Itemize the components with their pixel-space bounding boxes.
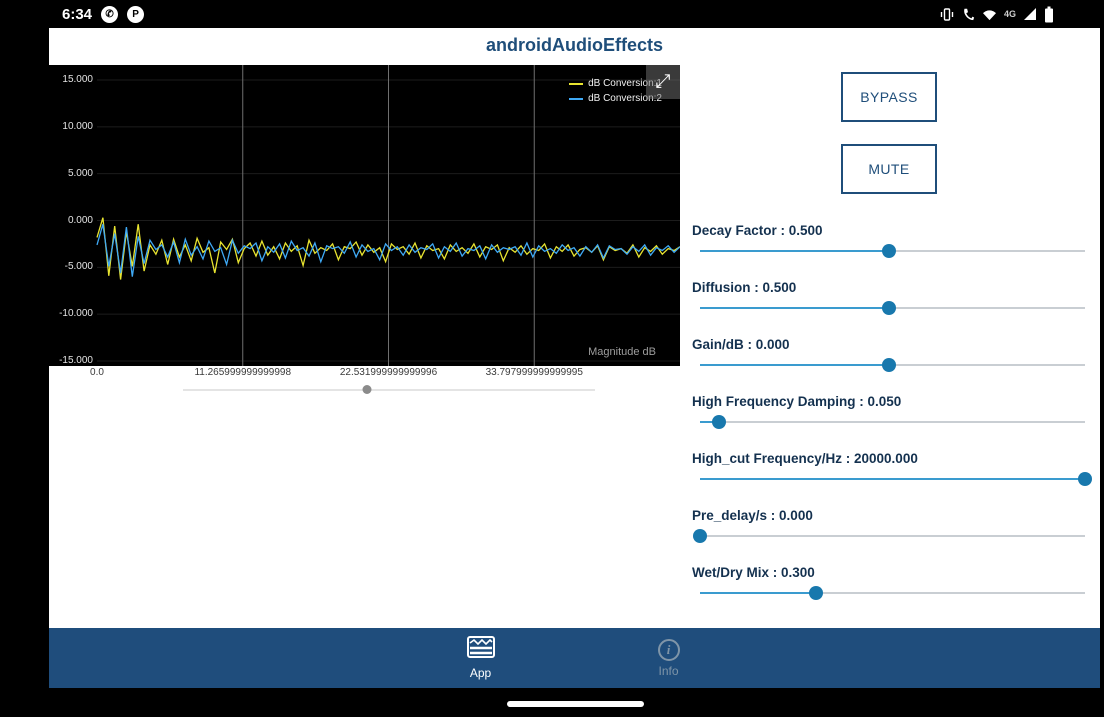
slider-active-track bbox=[700, 421, 720, 423]
x-axis-tick: 22.531999999999996 bbox=[339, 367, 438, 378]
x-axis-tick: 0.0 bbox=[90, 367, 104, 378]
slider-label: High Frequency Damping : 0.050 bbox=[692, 394, 902, 409]
slider-label: Decay Factor : 0.500 bbox=[692, 223, 823, 238]
slider-control[interactable] bbox=[692, 524, 1086, 548]
slider-active-track bbox=[700, 250, 889, 252]
clock: 6:34 bbox=[62, 5, 93, 23]
slider-wet-dry-mix: Wet/Dry Mix : 0.300 bbox=[692, 565, 1086, 605]
slider-control[interactable] bbox=[692, 296, 1086, 320]
y-axis-tick: 0.000 bbox=[67, 214, 93, 226]
slider-track[interactable] bbox=[700, 586, 1085, 600]
slider-thumb[interactable] bbox=[881, 244, 896, 258]
slider-high-frequency-damping: High Frequency Damping : 0.050 bbox=[692, 394, 1086, 434]
tab-app[interactable]: App bbox=[387, 636, 575, 680]
y-axis-tick: 15.000 bbox=[62, 74, 93, 85]
slider-control[interactable] bbox=[692, 581, 1086, 605]
mute-button[interactable]: MUTE bbox=[841, 144, 937, 194]
axis-unit-label: Magnitude dB bbox=[588, 346, 656, 358]
home-gesture-pill[interactable] bbox=[507, 701, 644, 707]
legend-item: dB Conversion:2 bbox=[569, 93, 662, 104]
series2-swatch bbox=[569, 97, 584, 100]
slider-thumb[interactable] bbox=[1078, 472, 1092, 486]
slider-control[interactable] bbox=[692, 353, 1086, 377]
y-axis-tick: -5.000 bbox=[64, 261, 93, 273]
slider-active-track bbox=[700, 307, 889, 309]
x-axis-tick: 11.265999999999998 bbox=[194, 367, 292, 378]
x-axis-labels: 0.0 11.265999999999998 22.531999999999996 3… bbox=[49, 366, 680, 381]
page-title: androidAudioEffects bbox=[485, 35, 663, 55]
slider-active-track bbox=[700, 364, 889, 366]
slider-thumb[interactable] bbox=[808, 586, 823, 600]
slider-thumb[interactable] bbox=[693, 529, 707, 543]
slider-active-track bbox=[700, 478, 1085, 480]
chart-container: 15.000 10.000 5.000 0.000 -5.000 -10.000 -15.0… bbox=[49, 65, 680, 381]
y-axis-tick: 5.000 bbox=[67, 167, 93, 179]
y-axis-tick: -10.000 bbox=[59, 308, 93, 320]
legend-item: dB Conversion:1 bbox=[569, 78, 662, 89]
slider-label: Gain/dB : 0.000 bbox=[692, 337, 790, 352]
slider-track[interactable] bbox=[700, 244, 1085, 258]
slider-thumb[interactable] bbox=[712, 415, 727, 429]
info-tab-label: Info bbox=[658, 663, 679, 678]
slider-label: Wet/Dry Mix : 0.300 bbox=[692, 565, 815, 580]
expand-chart-button[interactable]: ⤢ bbox=[646, 65, 680, 99]
whatsapp-notification-icon: ✆ bbox=[101, 5, 119, 23]
slider-control[interactable] bbox=[692, 410, 1086, 434]
slider-thumb[interactable] bbox=[881, 358, 896, 372]
slider-control[interactable] bbox=[692, 467, 1092, 491]
slider-label: Pre_delay/s : 0.000 bbox=[692, 508, 813, 523]
app-tab-icon bbox=[466, 636, 495, 663]
slider-thumb[interactable] bbox=[881, 301, 896, 315]
tab-info[interactable]: i Info bbox=[575, 638, 763, 678]
scrollbar-track[interactable] bbox=[183, 389, 595, 391]
legend-label: dB Conversion:2 bbox=[588, 93, 662, 104]
bottom-navigation-bar: App i Info bbox=[49, 628, 1100, 688]
vibrate-icon bbox=[940, 7, 954, 22]
slider-track[interactable] bbox=[700, 415, 1085, 429]
status-bar-left: 6:34 ✆ P bbox=[0, 5, 145, 23]
app-tab-label: App bbox=[469, 666, 492, 680]
chart-pan-scrollbar[interactable] bbox=[183, 384, 595, 396]
slider-track[interactable] bbox=[700, 301, 1085, 315]
legend-label: dB Conversion:1 bbox=[588, 78, 662, 89]
slider-label: Diffusion : 0.500 bbox=[692, 280, 797, 295]
chart-plot bbox=[96, 65, 680, 366]
bypass-button[interactable]: BYPASS bbox=[841, 72, 937, 122]
status-bar: 6:34 ✆ P 4G bbox=[0, 0, 1104, 28]
controls-panel: BYPASS MUTE Decay Factor : 0.500 Diffusi… bbox=[692, 68, 1092, 622]
info-icon: i bbox=[657, 638, 680, 661]
wifi-icon bbox=[982, 8, 997, 21]
slider-track[interactable] bbox=[693, 529, 1085, 543]
gesture-navigation-area bbox=[0, 688, 1104, 717]
expand-icon: ⤢ bbox=[655, 71, 671, 92]
sliders-group: Decay Factor : 0.500 Diffusion : 0.500 bbox=[692, 223, 1092, 605]
series1-swatch bbox=[569, 82, 584, 85]
battery-icon bbox=[1044, 6, 1054, 23]
slider-pre-delay: Pre_delay/s : 0.000 bbox=[692, 508, 1086, 548]
y-axis-tick: 10.000 bbox=[62, 120, 93, 132]
p-app-notification-icon: P bbox=[127, 5, 145, 23]
network-type-label: 4G bbox=[1003, 9, 1016, 19]
slider-high-cut-frequency: High_cut Frequency/Hz : 20000.000 bbox=[692, 451, 1092, 491]
app-window: androidAudioEffects 15.000 10.000 5.000 0.0… bbox=[49, 28, 1100, 688]
slider-track[interactable] bbox=[700, 358, 1085, 372]
wifi-calling-icon bbox=[961, 7, 975, 21]
slider-active-track bbox=[700, 592, 816, 594]
scrollbar-thumb[interactable] bbox=[362, 385, 372, 394]
slider-diffusion: Diffusion : 0.500 bbox=[692, 280, 1086, 320]
slider-control[interactable] bbox=[692, 239, 1086, 263]
status-bar-right: 4G bbox=[940, 6, 1104, 23]
x-axis-tick: 33.797999999999995 bbox=[485, 367, 583, 378]
slider-gain: Gain/dB : 0.000 bbox=[692, 337, 1086, 377]
slider-decay-factor: Decay Factor : 0.500 bbox=[692, 223, 1086, 263]
magnitude-chart[interactable]: 15.000 10.000 5.000 0.000 -5.000 -10.000 -15.0… bbox=[49, 65, 680, 366]
chart-legend: dB Conversion:1 dB Conversion:2 bbox=[569, 78, 662, 104]
signal-strength-icon bbox=[1023, 7, 1037, 21]
slider-track[interactable] bbox=[700, 472, 1092, 486]
y-axis-tick: -15.000 bbox=[59, 355, 93, 366]
slider-label: High_cut Frequency/Hz : 20000.000 bbox=[692, 451, 918, 466]
